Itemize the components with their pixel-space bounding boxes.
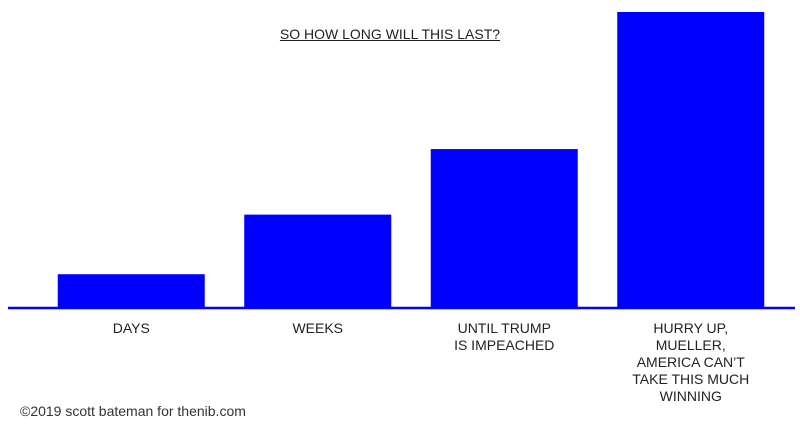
- bar: [57, 274, 205, 308]
- credit: ©2019 scott bateman for thenib.com: [20, 403, 246, 419]
- bar: [244, 214, 392, 308]
- bar: [617, 11, 765, 309]
- bar: [430, 149, 578, 308]
- x-tick-label: HURRY UP, MUELLER, AMERICA CAN’T TAKE TH…: [632, 320, 750, 404]
- x-tick-label: WEEKS: [292, 320, 344, 336]
- chart-title: SO HOW LONG WILL THIS LAST?: [279, 26, 501, 42]
- x-tick-label: DAYS: [112, 320, 150, 336]
- x-tick-label: UNTIL TRUMP IS IMPEACHED: [454, 320, 555, 353]
